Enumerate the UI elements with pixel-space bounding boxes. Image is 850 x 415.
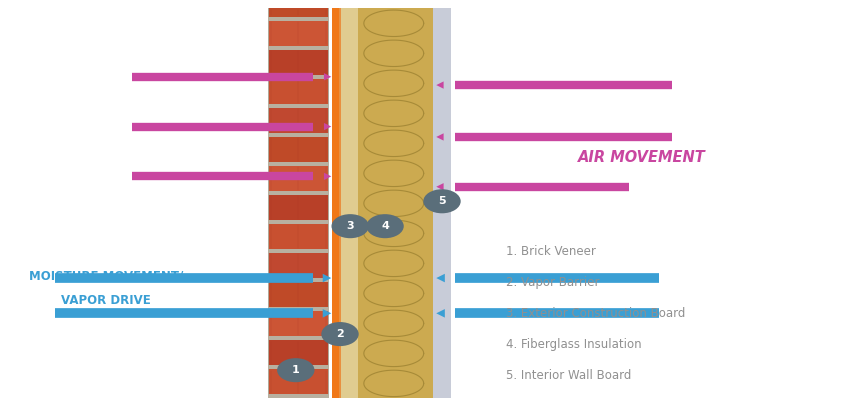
Bar <box>269 369 328 394</box>
Bar <box>268 394 329 398</box>
Text: 4. Fiberglass Insulation: 4. Fiberglass Insulation <box>506 338 642 351</box>
Bar <box>269 21 328 46</box>
Bar <box>268 336 329 340</box>
Text: 2: 2 <box>336 329 344 339</box>
Text: 1. Brick Veneer: 1. Brick Veneer <box>506 244 596 258</box>
Ellipse shape <box>277 358 314 382</box>
Bar <box>268 307 329 311</box>
Text: AIR MOVEMENT: AIR MOVEMENT <box>578 150 705 165</box>
Ellipse shape <box>332 214 369 238</box>
Bar <box>339 8 358 398</box>
Text: 4: 4 <box>381 221 389 231</box>
Text: 3. Exterior Construction Board: 3. Exterior Construction Board <box>506 307 685 320</box>
Bar <box>269 253 328 278</box>
Text: 5. Interior Wall Board: 5. Interior Wall Board <box>506 369 631 382</box>
Bar <box>269 224 328 249</box>
Ellipse shape <box>423 189 461 213</box>
Bar <box>268 133 329 137</box>
Bar <box>268 17 329 21</box>
Text: 2. Vapor Barrier: 2. Vapor Barrier <box>506 276 599 289</box>
Bar <box>433 8 451 398</box>
Bar <box>268 220 329 224</box>
Text: MOISTURE MOVEMENT/: MOISTURE MOVEMENT/ <box>29 269 184 283</box>
Bar <box>269 79 328 104</box>
Text: 3: 3 <box>347 221 354 231</box>
Bar <box>268 46 329 50</box>
Bar <box>268 75 329 79</box>
Bar <box>269 282 328 307</box>
Bar <box>269 50 328 75</box>
Bar <box>269 195 328 220</box>
Text: 5: 5 <box>439 196 445 206</box>
Bar <box>269 340 328 365</box>
Ellipse shape <box>366 214 404 238</box>
Bar <box>269 8 328 17</box>
Bar <box>268 104 329 108</box>
Bar <box>269 108 328 133</box>
Bar <box>268 8 329 398</box>
Bar <box>269 166 328 191</box>
Bar <box>269 311 328 336</box>
Bar <box>269 137 328 162</box>
Bar <box>358 8 433 398</box>
Bar <box>268 191 329 195</box>
Bar <box>268 278 329 282</box>
Text: 1: 1 <box>292 365 300 375</box>
Ellipse shape <box>321 322 359 346</box>
Bar <box>268 162 329 166</box>
Bar <box>268 365 329 369</box>
Bar <box>268 249 329 253</box>
Bar <box>339 8 342 398</box>
Bar <box>332 8 339 398</box>
Text: VAPOR DRIVE: VAPOR DRIVE <box>61 294 151 308</box>
